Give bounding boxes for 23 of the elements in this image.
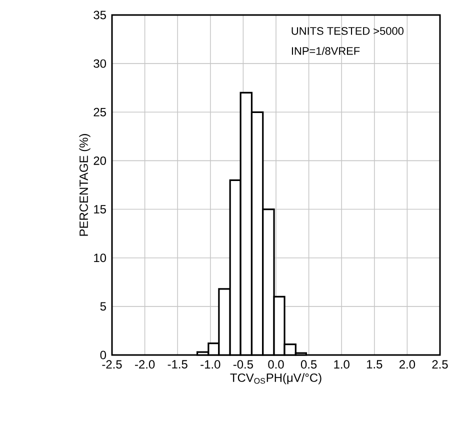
x-tick-label: -1.0 — [200, 360, 220, 369]
x-tick-label: 2.0 — [399, 360, 416, 369]
annotation: UNITS TESTED >5000 — [292, 27, 404, 35]
x-tick-label: 1.0 — [334, 360, 350, 369]
x-tick-label: 2.5 — [432, 360, 448, 369]
x-tick-label: 0.5 — [300, 360, 317, 369]
x-tick-label: -1.5 — [168, 360, 188, 369]
y-tick-label: 0 — [100, 350, 106, 360]
y-tick-label: 5 — [100, 302, 106, 311]
x-tick-label: -2.0 — [135, 360, 155, 369]
x-tick-label: -0.5 — [233, 360, 253, 369]
y-tick-label: 25 — [94, 108, 106, 116]
y-tick-label: 10 — [94, 254, 106, 262]
y-tick-label: 15 — [94, 205, 106, 214]
x-tick-label: -2.5 — [102, 360, 122, 369]
annotation: INP=1/8VREF — [292, 46, 360, 55]
y-tick-label: 35 — [94, 10, 106, 20]
x-axis-title: TCV$_{OS}$PH(μV/°C) — [230, 373, 322, 384]
y-tick-label: 20 — [94, 156, 106, 165]
y-tick-label: 30 — [94, 59, 106, 68]
x-tick-label: 0.0 — [268, 360, 284, 369]
x-tick-label: 1.5 — [366, 360, 382, 369]
y-axis-title: PERCENTAGE (%) — [79, 134, 90, 236]
